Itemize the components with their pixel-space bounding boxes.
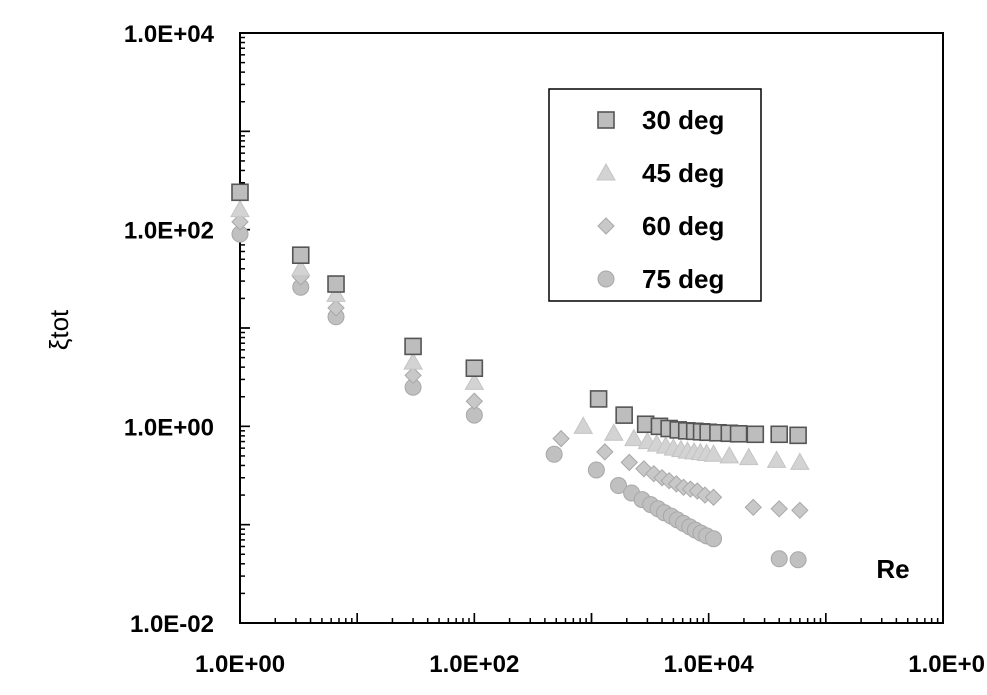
legend-label: 75 deg <box>642 264 724 294</box>
y-tick-label: 1.0E-02 <box>130 611 214 638</box>
data-point <box>231 183 249 202</box>
legend-marker <box>597 217 615 235</box>
data-point <box>704 488 723 506</box>
data-point <box>705 530 723 548</box>
data-point <box>791 501 809 520</box>
y-tick-label: 1.0E+02 <box>124 218 214 245</box>
data-point <box>766 450 787 468</box>
data-point <box>545 445 563 463</box>
data-point <box>230 199 250 218</box>
data-point <box>587 461 605 479</box>
series-diamond <box>231 213 809 520</box>
data-point <box>738 447 759 466</box>
x-tick-label: 1.0E+04 <box>664 651 755 678</box>
data-point <box>290 258 311 277</box>
y-tick-label: 1.0E+00 <box>124 414 214 441</box>
data-point <box>603 423 624 441</box>
x-axis-title: Re <box>876 554 909 584</box>
data-point <box>552 429 570 448</box>
y-tick-label: 1.0E+04 <box>124 21 215 48</box>
legend-marker <box>596 162 616 181</box>
legend-marker <box>597 270 615 288</box>
series-circle <box>231 225 807 569</box>
data-point <box>404 337 422 356</box>
data-point <box>729 424 748 443</box>
y-axis-title: ξtot <box>44 309 74 350</box>
data-point <box>464 372 485 390</box>
legend-label: 60 deg <box>642 211 724 241</box>
data-point <box>789 452 810 470</box>
data-point <box>624 428 644 447</box>
x-tick-labels: 1.0E+00 1.0E+02 1.0E+04 1.0E+0 <box>195 651 985 678</box>
data-point <box>770 500 788 518</box>
x-tick-label: 1.0E+02 <box>429 651 519 678</box>
data-point <box>326 284 346 302</box>
data-point <box>404 366 422 385</box>
legend-label: 30 deg <box>642 105 724 135</box>
data-point <box>327 299 345 317</box>
y-tick-labels: 1.0E+04 1.0E+02 1.0E+00 1.0E-02 <box>124 21 215 638</box>
data-point <box>231 213 249 231</box>
data-point <box>620 453 638 472</box>
data-point <box>327 275 345 293</box>
legend-label: 45 deg <box>642 158 724 188</box>
data-point <box>465 359 484 378</box>
data-point <box>596 443 614 461</box>
x-tick-label: 1.0E+00 <box>195 651 285 678</box>
data-point <box>789 426 807 445</box>
data-point <box>719 445 740 464</box>
data-marks <box>230 183 810 569</box>
data-point <box>770 425 789 444</box>
x-tick-label: 1.0E+0 <box>908 651 985 678</box>
legend: 30 deg 45 deg 60 deg 75 deg <box>548 88 762 302</box>
data-point <box>703 444 724 462</box>
data-point <box>465 392 484 410</box>
data-point <box>789 551 807 569</box>
data-point <box>770 550 788 568</box>
data-point <box>573 416 594 434</box>
data-point <box>610 477 628 495</box>
series-square <box>231 183 807 445</box>
data-point <box>615 406 633 424</box>
legend-marker <box>597 111 615 129</box>
data-point <box>744 498 762 517</box>
data-point <box>589 390 608 408</box>
data-point <box>746 425 765 444</box>
series-triangle <box>230 199 810 470</box>
legend-box <box>548 88 762 302</box>
data-point <box>403 352 423 370</box>
data-point <box>291 246 310 264</box>
